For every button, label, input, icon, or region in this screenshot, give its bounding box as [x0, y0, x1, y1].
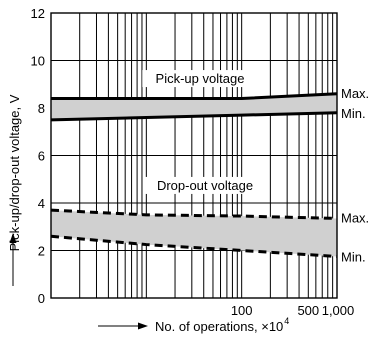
- y-axis-arrow-head: [9, 233, 17, 243]
- x-axis-arrow-head: [138, 322, 148, 330]
- band-label-bg: [142, 70, 258, 88]
- y-axis-label: Pick-up/drop-out voltage, V: [7, 94, 22, 251]
- band-fill-2: [51, 210, 337, 257]
- band-1-min-line: [50, 111, 338, 122]
- x-axis-label: No. of operations, ×10: [155, 319, 283, 334]
- x-tick-label: 1,000: [322, 303, 355, 318]
- y-tick-label: 12: [31, 6, 45, 21]
- x-axis-label-exponent: 4: [284, 316, 289, 326]
- y-tick-label: 8: [38, 101, 45, 116]
- x-tick-label: 100: [231, 303, 253, 318]
- y-tick-label: 4: [38, 196, 45, 211]
- y-tick-label: 2: [38, 244, 45, 259]
- band-label-bg: [143, 176, 267, 194]
- y-tick-label: 10: [31, 54, 45, 69]
- grid: [51, 12, 337, 299]
- band-2-max-label: Max.: [341, 210, 369, 225]
- x-tick-label: 500: [297, 303, 319, 318]
- band-1-max-line: [51, 92, 338, 100]
- x-ticks: 100 500 1,000: [231, 303, 354, 318]
- band-label: Drop-out voltage: [157, 178, 253, 193]
- y-ticks: 0 2 4 6 8 10 12: [31, 6, 45, 306]
- band-2-min-label: Min.: [341, 249, 366, 264]
- plot-frame: [50, 12, 338, 299]
- band-2-min-line: [50, 234, 338, 258]
- y-tick-label: 0: [38, 291, 45, 306]
- band-1-max-label: Max.: [341, 86, 369, 101]
- labels: Pick-up voltage Drop-out voltage Max. Min. M…: [7, 70, 369, 334]
- bands: [50, 92, 338, 258]
- band-2-max-line: [50, 208, 338, 220]
- y-tick-label: 6: [38, 149, 45, 164]
- band-1-min-label: Min.: [341, 106, 366, 121]
- band-label: Pick-up voltage: [156, 71, 245, 86]
